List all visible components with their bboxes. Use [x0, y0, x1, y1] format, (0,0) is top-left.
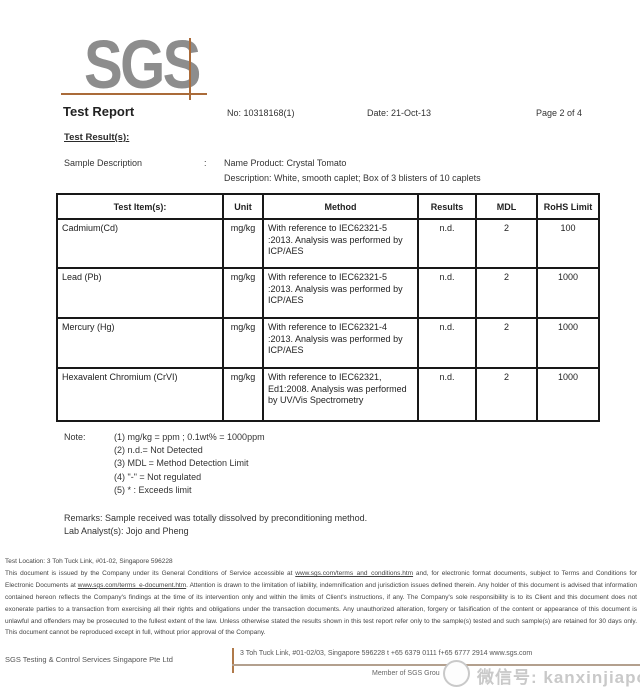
page-indicator: Page 2 of 4	[536, 108, 583, 118]
legal-text: . Attention is drawn to the limitation o…	[5, 581, 637, 637]
footer-vertical-divider	[232, 648, 234, 673]
company-name: SGS Testing & Control Services Singapore…	[5, 655, 173, 664]
cell-results: n.d.	[417, 267, 477, 319]
col-header-mdl: MDL	[475, 193, 538, 220]
sgs-logo: SGS	[84, 25, 201, 103]
cell-results: n.d.	[417, 218, 477, 269]
wechat-account-logo-icon	[443, 660, 470, 687]
cell-mdl: 2	[475, 218, 538, 269]
company-address: 3 Toh Tuck Link, #01-02/03, Singapore 59…	[240, 650, 533, 657]
cell-item: Mercury (Hg)	[56, 317, 224, 369]
cell-unit: mg/kg	[222, 218, 264, 269]
col-header-unit: Unit	[222, 193, 264, 220]
cell-mdl: 2	[475, 367, 538, 422]
sample-description-text: Description: White, smooth caplet; Box o…	[224, 173, 481, 183]
note-item: (1) mg/kg = ppm ; 0.1wt% = 1000ppm	[114, 432, 265, 442]
col-header-results: Results	[417, 193, 477, 220]
cell-unit: mg/kg	[222, 267, 264, 319]
note-items: (1) mg/kg = ppm ; 0.1wt% = 1000ppm (2) n…	[114, 431, 265, 497]
lab-analysts-line: Lab Analyst(s): Jojo and Pheng	[64, 526, 189, 536]
table-row-mercury: Mercury (Hg) mg/kg With reference to IEC…	[56, 317, 600, 369]
sample-name-product: Name Product: Crystal Tomato	[224, 158, 347, 168]
legal-text: and, for electronic format documents, su…	[5, 569, 637, 589]
cell-unit: mg/kg	[222, 317, 264, 369]
cell-item: Lead (Pb)	[56, 267, 224, 319]
note-block: Note: (1) mg/kg = ppm ; 0.1wt% = 1000ppm…	[64, 431, 484, 497]
sample-description-label: Sample Description	[64, 158, 143, 168]
logo-crosshair-horizontal-line	[61, 93, 207, 95]
footer-fineprint: Test Location: 3 Toh Tuck Link, #01-02, …	[5, 556, 637, 639]
cell-method: With reference to IEC62321, Ed1:2008. An…	[262, 367, 419, 422]
cell-limit: 1000	[536, 367, 600, 422]
note-item: (5) * : Exceeds limit	[114, 484, 192, 495]
col-header-test-item: Test Item(s):	[56, 193, 224, 220]
cell-item: Hexavalent Chromium (CrVI)	[56, 367, 224, 422]
table-row-lead: Lead (Pb) mg/kg With reference to IEC623…	[56, 267, 600, 319]
note-label: Note:	[64, 432, 86, 442]
terms-e-document-link[interactable]: www.sgs.com/terms_e-document.htm	[77, 581, 187, 589]
test-location-line: Test Location: 3 Toh Tuck Link, #01-02, …	[5, 558, 173, 565]
col-header-method: Method	[262, 193, 419, 220]
table-row-hexavalent-chromium: Hexavalent Chromium (CrVI) mg/kg With re…	[56, 367, 600, 422]
cell-limit: 1000	[536, 317, 600, 369]
test-results-heading: Test Result(s):	[64, 132, 130, 143]
cell-limit: 1000	[536, 267, 600, 319]
col-header-rohs-limit: RoHS Limit	[536, 193, 600, 220]
report-number: No: 10318168(1)	[227, 108, 295, 118]
sample-description-colon: :	[204, 158, 207, 168]
legal-text: This document is issued by the Company u…	[5, 569, 296, 577]
terms-and-conditions-link[interactable]: www.sgs.com/terms_and_conditions.htm	[295, 569, 414, 577]
cell-mdl: 2	[475, 267, 538, 319]
wechat-watermark-text: 微信号: kanxinjiapo	[477, 668, 640, 687]
member-of-sgs-group-text: Member of SGS Grou	[372, 670, 440, 677]
report-title: Test Report	[63, 104, 135, 119]
note-item: (2) n.d.= Not Detected	[114, 445, 203, 456]
results-table-header-row: Test Item(s): Unit Method Results MDL Ro…	[56, 193, 600, 220]
results-table: Test Item(s): Unit Method Results MDL Ro…	[56, 193, 600, 422]
cell-results: n.d.	[417, 317, 477, 369]
note-item: (3) MDL = Method Detection Limit	[114, 458, 249, 469]
cell-method: With reference to IEC62321-4 :2013. Anal…	[262, 317, 419, 369]
cell-method: With reference to IEC62321-5 :2013. Anal…	[262, 218, 419, 269]
cell-method: With reference to IEC62321-5 :2013. Anal…	[262, 267, 419, 319]
cell-limit: 100	[536, 218, 600, 269]
cell-results: n.d.	[417, 367, 477, 422]
cell-mdl: 2	[475, 317, 538, 369]
cell-item: Cadmium(Cd)	[56, 218, 224, 269]
table-row-cadmium: Cadmium(Cd) mg/kg With reference to IEC6…	[56, 218, 600, 269]
cell-unit: mg/kg	[222, 367, 264, 422]
note-item: (4) "-" = Not regulated	[114, 471, 202, 482]
report-date: Date: 21-Oct-13	[367, 108, 432, 118]
remarks-line: Remarks: Sample received was totally dis…	[64, 513, 368, 523]
footer-horizontal-rule	[232, 664, 640, 666]
logo-crosshair-vertical-line	[189, 38, 191, 100]
